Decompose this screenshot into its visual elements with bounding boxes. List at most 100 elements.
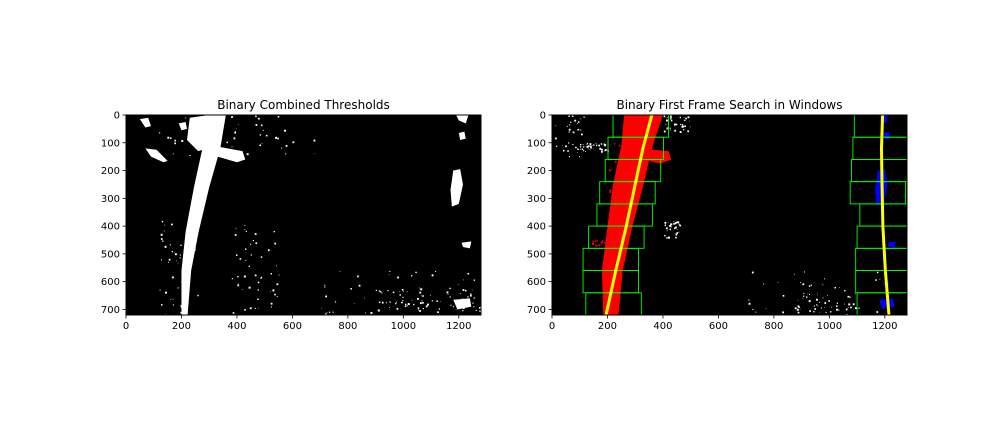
- noise-pixel: [324, 284, 326, 286]
- left-lane-pixel: [617, 247, 619, 249]
- noise-pixel: [583, 146, 585, 148]
- noise-pixel: [401, 301, 403, 304]
- noise-pixel: [465, 289, 467, 292]
- noise-pixel: [379, 291, 382, 293]
- noise-pixel: [585, 151, 586, 152]
- noise-pixel: [420, 288, 423, 291]
- left-lane-pixel: [596, 243, 597, 245]
- noise-pixel: [160, 233, 163, 236]
- left-lane-pixel: [600, 241, 603, 244]
- noise-pixel: [670, 115, 672, 118]
- noise-pixel: [164, 245, 167, 248]
- noise-pixel: [674, 129, 677, 132]
- noise-pixel: [190, 223, 193, 225]
- noise-pixel: [339, 271, 341, 272]
- noise-pixel: [183, 266, 186, 268]
- noise-pixel: [667, 236, 670, 239]
- noise-pixel: [160, 238, 163, 240]
- noise-pixel: [794, 307, 797, 310]
- noise-pixel: [449, 287, 451, 290]
- noise-pixel: [664, 234, 666, 237]
- noise-pixel: [159, 289, 161, 291]
- plot-frame: [125, 114, 482, 316]
- noise-pixel: [572, 143, 574, 146]
- noise-pixel: [472, 289, 473, 291]
- noise-pixel: [582, 146, 584, 148]
- noise-pixel: [675, 221, 678, 224]
- noise-pixel: [234, 131, 237, 134]
- noise-pixel: [164, 224, 166, 226]
- lane-pixels-left: [181, 115, 226, 315]
- lane-pixels-blob: [139, 117, 151, 128]
- noise-pixel: [809, 310, 811, 312]
- noise-pixel: [844, 303, 846, 305]
- noise-pixel: [459, 293, 461, 294]
- noise-pixel: [565, 145, 567, 148]
- noise-pixel: [236, 128, 237, 130]
- noise-pixel: [261, 124, 263, 127]
- noise-pixel: [606, 149, 608, 151]
- noise-pixel: [254, 307, 256, 309]
- noise-pixel: [417, 309, 419, 311]
- noise-pixel: [273, 230, 275, 233]
- noise-pixel: [797, 299, 799, 301]
- noise-pixel: [422, 308, 425, 310]
- left-lane-pixel: [598, 244, 601, 247]
- noise-pixel: [162, 240, 164, 242]
- y-tick-label: 200: [527, 166, 546, 177]
- noise-pixel: [170, 223, 173, 226]
- noise-pixel: [460, 306, 462, 308]
- noise-pixel: [422, 295, 424, 297]
- noise-pixel: [673, 223, 675, 225]
- noise-pixel: [675, 233, 678, 236]
- left-lane-pixel: [620, 218, 622, 220]
- x-tick-label: 1000: [391, 321, 416, 332]
- noise-pixel: [284, 129, 286, 132]
- noise-pixel: [450, 304, 452, 306]
- noise-pixel: [161, 220, 164, 223]
- noise-pixel: [819, 301, 821, 303]
- noise-pixel: [813, 305, 815, 307]
- left-lane-pixel: [606, 244, 608, 247]
- y-tick-label: 700: [101, 305, 120, 316]
- noise-pixel: [427, 303, 429, 306]
- noise-pixel: [828, 300, 830, 302]
- noise-pixel: [679, 116, 681, 119]
- noise-pixel: [666, 117, 668, 118]
- noise-pixel: [189, 154, 191, 157]
- left-lane-pixel: [595, 241, 597, 243]
- lane-pixels-blob: [456, 115, 469, 124]
- noise-pixel: [845, 308, 848, 311]
- noise-pixel: [170, 299, 172, 300]
- noise-pixel: [270, 302, 273, 305]
- noise-pixel: [365, 312, 366, 314]
- noise-pixel: [836, 305, 838, 307]
- noise-pixel: [453, 306, 455, 308]
- noise-pixel: [585, 146, 587, 148]
- noise-pixel: [755, 311, 757, 313]
- noise-pixel: [679, 131, 682, 133]
- noise-pixel: [429, 294, 431, 296]
- noise-pixel: [817, 305, 819, 307]
- right-lane-pixels: [887, 241, 896, 248]
- noise-pixel: [681, 125, 684, 128]
- y-tick-label: 700: [527, 305, 546, 316]
- noise-pixel: [378, 301, 381, 304]
- y-tick-label: 500: [101, 249, 120, 260]
- noise-pixel: [462, 279, 464, 281]
- noise-pixel: [276, 296, 278, 297]
- y-tick-label: 400: [101, 222, 120, 233]
- noise-pixel: [671, 226, 672, 228]
- noise-pixel: [562, 149, 565, 152]
- noise-pixel: [876, 311, 879, 313]
- noise-pixel: [595, 142, 597, 144]
- noise-pixel: [274, 242, 277, 245]
- lane-pixels-blob: [178, 121, 188, 131]
- noise-pixel: [270, 291, 272, 292]
- noise-pixel: [255, 124, 258, 126]
- noise-pixel: [194, 242, 197, 245]
- x-tick-label: 600: [709, 321, 728, 332]
- noise-pixel: [579, 156, 581, 158]
- noise-pixel: [235, 254, 238, 256]
- noise-pixel: [462, 305, 464, 307]
